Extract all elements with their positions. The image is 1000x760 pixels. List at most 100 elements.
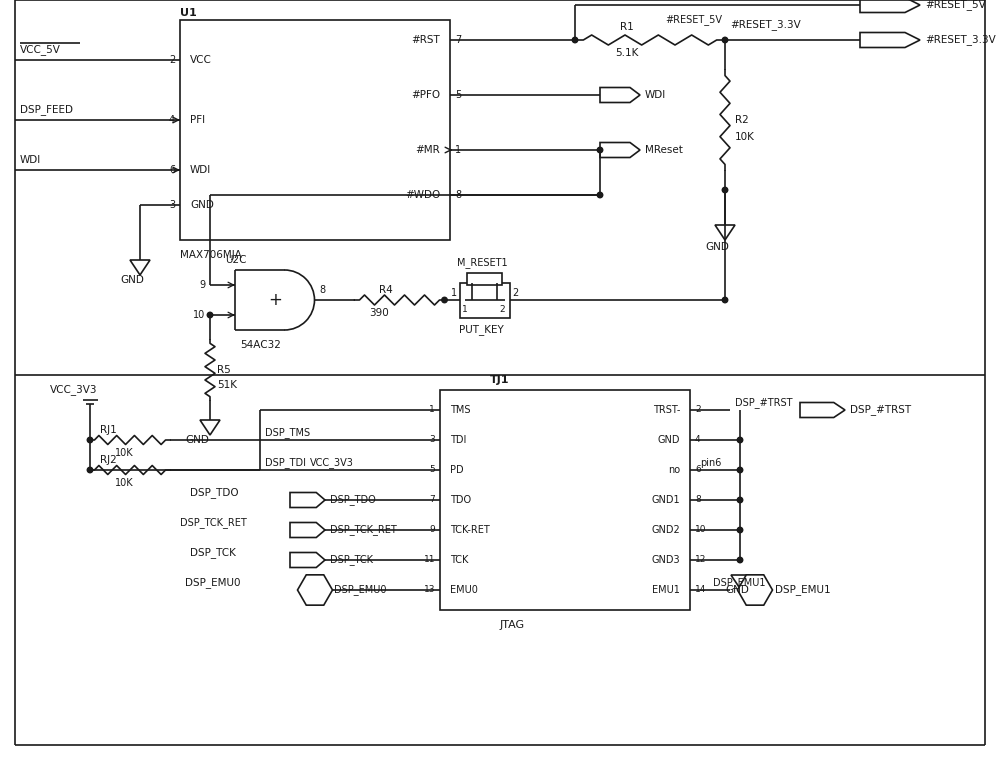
Text: R5: R5 <box>218 365 231 375</box>
Text: GND1: GND1 <box>651 495 680 505</box>
Text: 9: 9 <box>429 525 435 534</box>
Text: 10: 10 <box>193 310 205 320</box>
Text: WDI: WDI <box>190 165 211 175</box>
Circle shape <box>722 187 728 193</box>
Text: 10K: 10K <box>115 448 134 458</box>
Text: 8: 8 <box>695 496 701 505</box>
Polygon shape <box>800 403 845 417</box>
Text: PD: PD <box>450 465 464 475</box>
Polygon shape <box>290 492 325 508</box>
Text: DSP_#TRST: DSP_#TRST <box>735 397 792 408</box>
Text: U2C: U2C <box>225 255 246 265</box>
Text: EMU0: EMU0 <box>450 585 478 595</box>
Text: TCK-RET: TCK-RET <box>450 525 490 535</box>
Text: #RST: #RST <box>411 35 440 45</box>
Polygon shape <box>200 420 220 435</box>
Text: GND: GND <box>705 242 729 252</box>
Text: pin6: pin6 <box>700 458 721 467</box>
Text: R4: R4 <box>380 285 393 295</box>
Text: TRST-: TRST- <box>653 405 680 415</box>
Text: DSP_TDI: DSP_TDI <box>265 457 306 468</box>
Text: U1: U1 <box>180 8 197 17</box>
Text: 14: 14 <box>695 585 706 594</box>
Polygon shape <box>290 553 325 568</box>
Circle shape <box>87 467 93 473</box>
Circle shape <box>207 312 213 318</box>
Text: 7: 7 <box>429 496 435 505</box>
Polygon shape <box>738 575 772 605</box>
Text: DSP_#TRST: DSP_#TRST <box>850 404 911 416</box>
Polygon shape <box>298 575 332 605</box>
Text: +: + <box>268 291 282 309</box>
Circle shape <box>722 37 728 43</box>
Bar <box>440 390 690 610</box>
Text: 3: 3 <box>429 435 435 445</box>
Text: DSP_EMU0: DSP_EMU0 <box>185 577 240 588</box>
Text: 54AC32: 54AC32 <box>240 340 281 350</box>
Text: 2: 2 <box>512 287 518 297</box>
Text: 10K: 10K <box>735 132 755 143</box>
Polygon shape <box>715 225 735 240</box>
Bar <box>460 283 510 318</box>
Polygon shape <box>860 0 920 12</box>
Text: 10: 10 <box>695 525 706 534</box>
Text: 1: 1 <box>429 406 435 414</box>
Text: no: no <box>668 465 680 475</box>
Text: TCK: TCK <box>450 555 468 565</box>
Circle shape <box>737 467 743 473</box>
Text: #RESET_3.3V: #RESET_3.3V <box>730 20 801 30</box>
Text: 2: 2 <box>695 406 701 414</box>
Circle shape <box>737 557 743 562</box>
Text: DSP_TDO: DSP_TDO <box>330 495 376 505</box>
Text: 6: 6 <box>695 465 701 474</box>
Text: #PFO: #PFO <box>411 90 440 100</box>
Bar <box>467 273 502 285</box>
Text: R2: R2 <box>735 115 749 125</box>
Text: TDO: TDO <box>450 495 471 505</box>
Text: MReset: MReset <box>645 145 683 155</box>
Text: #MR: #MR <box>415 145 440 155</box>
Circle shape <box>737 527 743 533</box>
Text: DSP_TCK: DSP_TCK <box>190 547 236 558</box>
Text: #RESET_5V: #RESET_5V <box>665 14 722 25</box>
Text: 1: 1 <box>455 145 461 155</box>
Text: PUT_KEY: PUT_KEY <box>460 325 504 335</box>
Text: VCC_5V: VCC_5V <box>20 45 61 55</box>
Text: WDI: WDI <box>645 90 666 100</box>
Text: #WDO: #WDO <box>405 190 440 200</box>
Text: 2: 2 <box>500 306 505 315</box>
Text: DSP_TCK: DSP_TCK <box>330 555 373 565</box>
Text: MAX706MJA: MAX706MJA <box>180 250 242 260</box>
Text: 8: 8 <box>455 190 461 200</box>
Text: DSP_TCK_RET: DSP_TCK_RET <box>180 517 247 528</box>
Polygon shape <box>731 575 749 588</box>
Text: 390: 390 <box>370 308 389 318</box>
Text: GND: GND <box>725 585 749 595</box>
Text: 8: 8 <box>320 285 326 295</box>
Text: 9: 9 <box>199 280 205 290</box>
Text: 5.1K: 5.1K <box>615 47 638 58</box>
Text: #RESET_3.3V: #RESET_3.3V <box>925 34 996 46</box>
Text: EMU1: EMU1 <box>652 585 680 595</box>
Text: RJ1: RJ1 <box>100 425 117 435</box>
Polygon shape <box>600 143 640 157</box>
Circle shape <box>87 437 93 443</box>
Text: R1: R1 <box>620 23 634 33</box>
Text: JTAG: JTAG <box>500 620 525 630</box>
Circle shape <box>722 297 728 302</box>
Text: 2: 2 <box>169 55 175 65</box>
Text: DSP_FEED: DSP_FEED <box>20 105 73 116</box>
Text: TJ1: TJ1 <box>490 375 510 385</box>
Text: DSP_TCK_RET: DSP_TCK_RET <box>330 524 397 536</box>
Polygon shape <box>290 523 325 537</box>
Text: VCC_3V3: VCC_3V3 <box>310 457 354 468</box>
Text: 1: 1 <box>451 287 457 297</box>
Text: 4: 4 <box>695 435 701 445</box>
Text: DSP_EMU0: DSP_EMU0 <box>334 584 386 595</box>
Text: GND: GND <box>120 275 144 285</box>
Text: 7: 7 <box>455 35 461 45</box>
Circle shape <box>572 37 578 43</box>
Text: 1: 1 <box>462 306 468 315</box>
Text: GND3: GND3 <box>651 555 680 565</box>
Text: 51K: 51K <box>218 380 238 390</box>
